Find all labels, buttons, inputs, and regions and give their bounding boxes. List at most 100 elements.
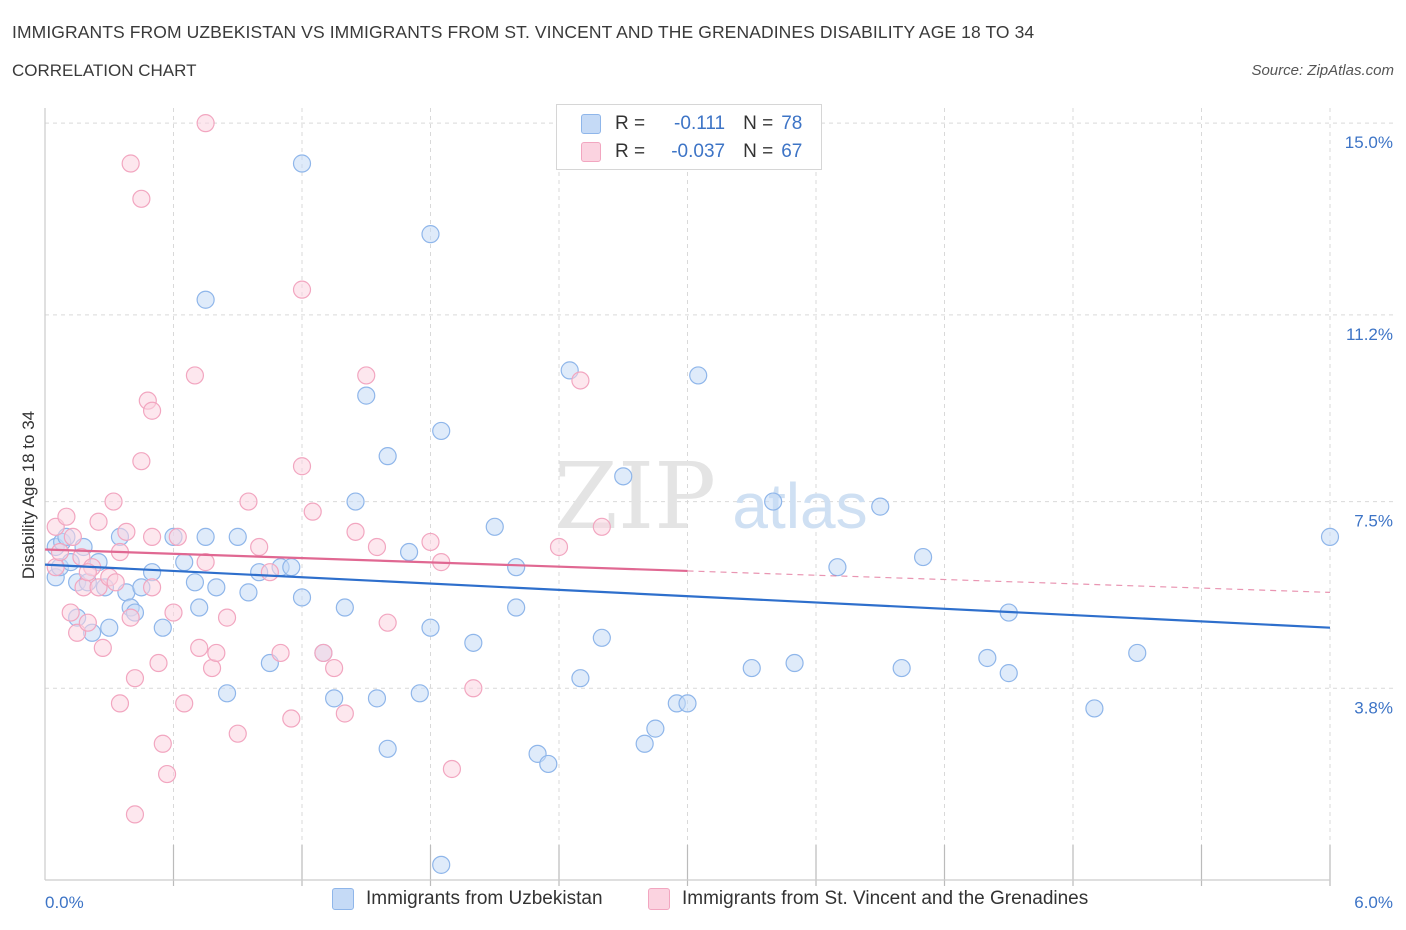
data-point-uzbekistan bbox=[335, 598, 354, 617]
legend-n-label: N = bbox=[743, 113, 774, 134]
data-point-uzbekistan bbox=[142, 563, 162, 582]
data-point-uzbekistan bbox=[635, 734, 654, 753]
data-point-st-vincent bbox=[110, 694, 130, 713]
data-point-st-vincent bbox=[250, 537, 269, 557]
data-point-uzbekistan bbox=[367, 689, 387, 708]
data-point-uzbekistan bbox=[185, 573, 205, 592]
data-point-uzbekistan bbox=[410, 684, 429, 703]
trend-layer bbox=[44, 548, 1331, 629]
data-point-uzbekistan bbox=[346, 492, 365, 511]
data-point-uzbekistan bbox=[571, 669, 590, 688]
series-swatch-pink bbox=[648, 888, 670, 910]
data-point-uzbekistan bbox=[539, 754, 558, 774]
data-point-uzbekistan bbox=[292, 588, 312, 607]
data-point-st-vincent bbox=[164, 603, 183, 622]
data-point-uzbekistan bbox=[282, 558, 301, 577]
trend-line-uzbekistan bbox=[44, 563, 1331, 629]
data-point-uzbekistan bbox=[207, 578, 226, 597]
data-point-uzbekistan bbox=[828, 558, 847, 577]
data-point-st-vincent bbox=[303, 502, 322, 521]
data-point-uzbekistan bbox=[217, 684, 237, 703]
points-layer bbox=[46, 114, 1340, 874]
data-point-st-vincent bbox=[357, 366, 376, 385]
data-point-st-vincent bbox=[46, 558, 65, 577]
watermark-zip: ZIP bbox=[554, 443, 716, 550]
data-point-st-vincent bbox=[132, 189, 151, 208]
data-point-st-vincent bbox=[292, 457, 312, 476]
correlation-legend: R = -0.111 N = 78 R = -0.037 N = 67 bbox=[556, 104, 822, 170]
data-point-st-vincent bbox=[168, 527, 187, 546]
data-point-uzbekistan bbox=[507, 558, 526, 577]
series-swatch-blue bbox=[332, 888, 354, 910]
data-point-st-vincent bbox=[292, 280, 312, 299]
data-point-st-vincent bbox=[50, 542, 70, 562]
series-legend-label: Immigrants from St. Vincent and the Gren… bbox=[682, 888, 1089, 909]
data-point-uzbekistan bbox=[689, 366, 708, 385]
data-point-st-vincent bbox=[217, 608, 237, 627]
data-point-st-vincent bbox=[442, 759, 462, 779]
legend-r-label: R = bbox=[615, 113, 646, 134]
data-point-st-vincent bbox=[314, 643, 333, 663]
data-point-st-vincent bbox=[202, 658, 222, 678]
legend-r-value: -0.111 bbox=[674, 113, 726, 134]
x-tick-label: 0.0% bbox=[45, 893, 84, 912]
data-point-st-vincent bbox=[271, 643, 290, 663]
trend-line-st-vincent bbox=[44, 548, 688, 573]
data-point-uzbekistan bbox=[785, 653, 804, 673]
legend-n-value: 78 bbox=[781, 113, 803, 134]
data-point-uzbekistan bbox=[913, 547, 933, 567]
data-point-uzbekistan bbox=[742, 658, 761, 678]
data-point-st-vincent bbox=[185, 366, 205, 385]
y-tick-label: 3.8% bbox=[1354, 698, 1393, 717]
data-point-uzbekistan bbox=[978, 648, 997, 668]
data-point-st-vincent bbox=[335, 704, 354, 723]
data-point-st-vincent bbox=[325, 658, 344, 678]
data-point-uzbekistan bbox=[892, 658, 911, 678]
data-point-st-vincent bbox=[190, 638, 209, 657]
data-point-st-vincent bbox=[132, 452, 151, 471]
data-point-st-vincent bbox=[89, 512, 108, 531]
legend-r-label: R = bbox=[615, 141, 646, 162]
data-point-uzbekistan bbox=[1128, 643, 1147, 663]
y-tick-label: 7.5% bbox=[1354, 512, 1393, 531]
data-point-st-vincent bbox=[346, 522, 365, 541]
data-point-st-vincent bbox=[125, 669, 145, 688]
trend-line-st-vincent-extension bbox=[687, 570, 1331, 593]
data-point-st-vincent bbox=[142, 401, 162, 420]
series-legend: Immigrants from Uzbekistan Immigrants fr… bbox=[0, 888, 1406, 916]
data-point-uzbekistan bbox=[228, 527, 247, 546]
data-point-st-vincent bbox=[104, 492, 123, 511]
data-point-st-vincent bbox=[93, 638, 112, 657]
series-legend-uzbekistan[interactable]: Immigrants from Uzbekistan bbox=[332, 888, 603, 910]
data-point-st-vincent bbox=[61, 603, 80, 622]
data-point-st-vincent bbox=[57, 507, 76, 526]
data-point-uzbekistan bbox=[432, 421, 451, 441]
data-point-st-vincent bbox=[592, 517, 611, 536]
legend-swatch-pink bbox=[581, 142, 601, 162]
series-legend-st-vincent[interactable]: Immigrants from St. Vincent and the Gren… bbox=[648, 888, 1088, 910]
data-point-st-vincent bbox=[378, 613, 397, 632]
data-point-uzbekistan bbox=[292, 154, 312, 173]
data-point-st-vincent bbox=[157, 764, 177, 784]
tick-labels: 3.8% 7.5% 11.2% 15.0% 0.0% 6.0% bbox=[45, 133, 1393, 912]
data-point-st-vincent bbox=[142, 527, 162, 546]
data-point-uzbekistan bbox=[614, 467, 633, 486]
data-point-uzbekistan bbox=[399, 542, 419, 562]
data-point-st-vincent bbox=[121, 154, 140, 173]
data-point-st-vincent bbox=[78, 613, 97, 632]
data-point-uzbekistan bbox=[175, 553, 194, 572]
data-point-st-vincent bbox=[367, 537, 387, 557]
x-tick-label: 6.0% bbox=[1354, 893, 1393, 912]
legend-r-value: -0.037 bbox=[671, 141, 726, 162]
legend-n-value: 67 bbox=[781, 141, 803, 162]
legend-row-uzbekistan: R = -0.111 N = 78 bbox=[581, 112, 802, 136]
legend-swatch-blue bbox=[581, 114, 601, 134]
data-point-uzbekistan bbox=[592, 628, 611, 647]
data-point-uzbekistan bbox=[196, 290, 215, 309]
axis-layer bbox=[44, 108, 1331, 886]
source-label: Source: ZipAtlas.com bbox=[1251, 62, 1394, 79]
data-point-uzbekistan bbox=[1085, 699, 1104, 718]
data-point-st-vincent bbox=[421, 532, 440, 552]
data-point-uzbekistan bbox=[432, 855, 451, 874]
